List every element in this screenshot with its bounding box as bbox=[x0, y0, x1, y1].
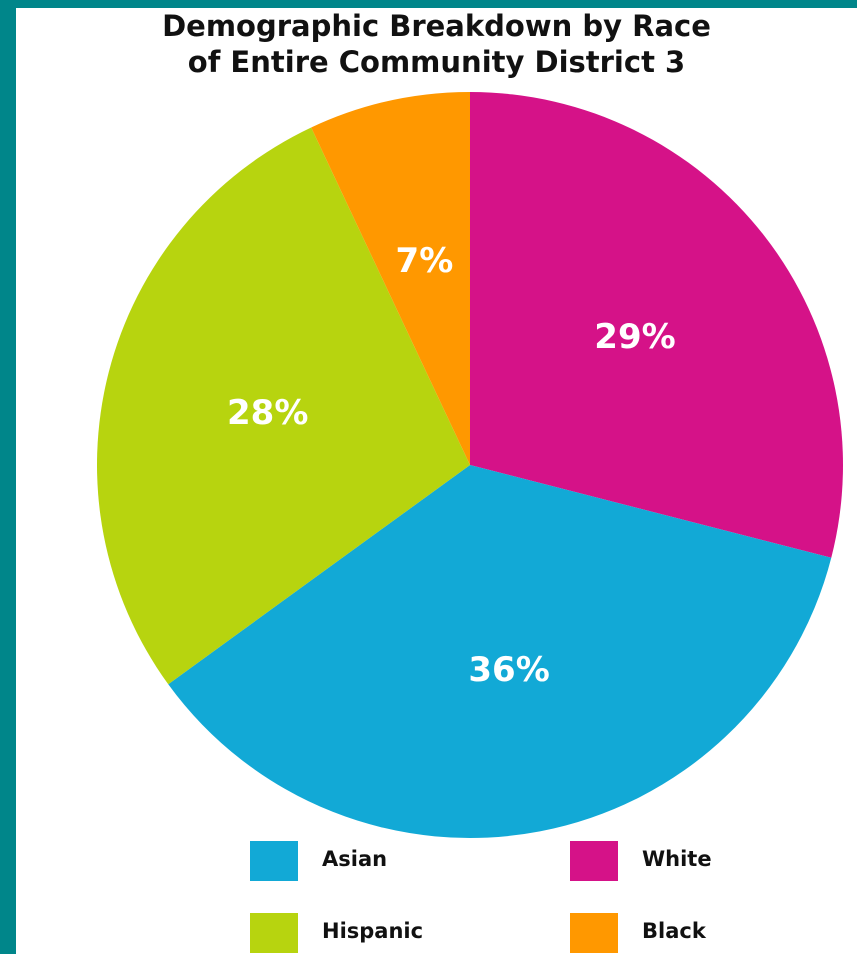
chart-title-line-1: Demographic Breakdown by Race bbox=[162, 9, 711, 43]
legend-label-hispanic: Hispanic bbox=[322, 919, 424, 943]
pie-label-asian: 36% bbox=[468, 650, 549, 690]
pie-label-white: 29% bbox=[594, 317, 675, 357]
chart-title: Demographic Breakdown by Race of Entire … bbox=[16, 8, 857, 80]
pie-label-black: 7% bbox=[396, 241, 454, 281]
chart-panel: Demographic Breakdown by Race of Entire … bbox=[16, 8, 857, 954]
pie-slice-black bbox=[311, 92, 470, 465]
chart-title-line-2: of Entire Community District 3 bbox=[187, 45, 686, 79]
pie-slice-asian bbox=[168, 465, 832, 838]
pie-label-hispanic: 28% bbox=[227, 393, 308, 433]
legend-swatch-hispanic bbox=[250, 913, 298, 953]
pie-slice-hispanic bbox=[97, 127, 470, 685]
legend-swatch-asian bbox=[250, 841, 298, 881]
legend-label-asian: Asian bbox=[322, 847, 388, 871]
pie-chart: 29% 36% 28% 7% bbox=[97, 92, 843, 838]
legend-swatch-white bbox=[570, 841, 618, 881]
legend-label-white: White bbox=[642, 847, 712, 871]
legend-label-black: Black bbox=[642, 919, 706, 943]
legend-swatch-black bbox=[570, 913, 618, 953]
pie-slice-white bbox=[470, 92, 843, 558]
